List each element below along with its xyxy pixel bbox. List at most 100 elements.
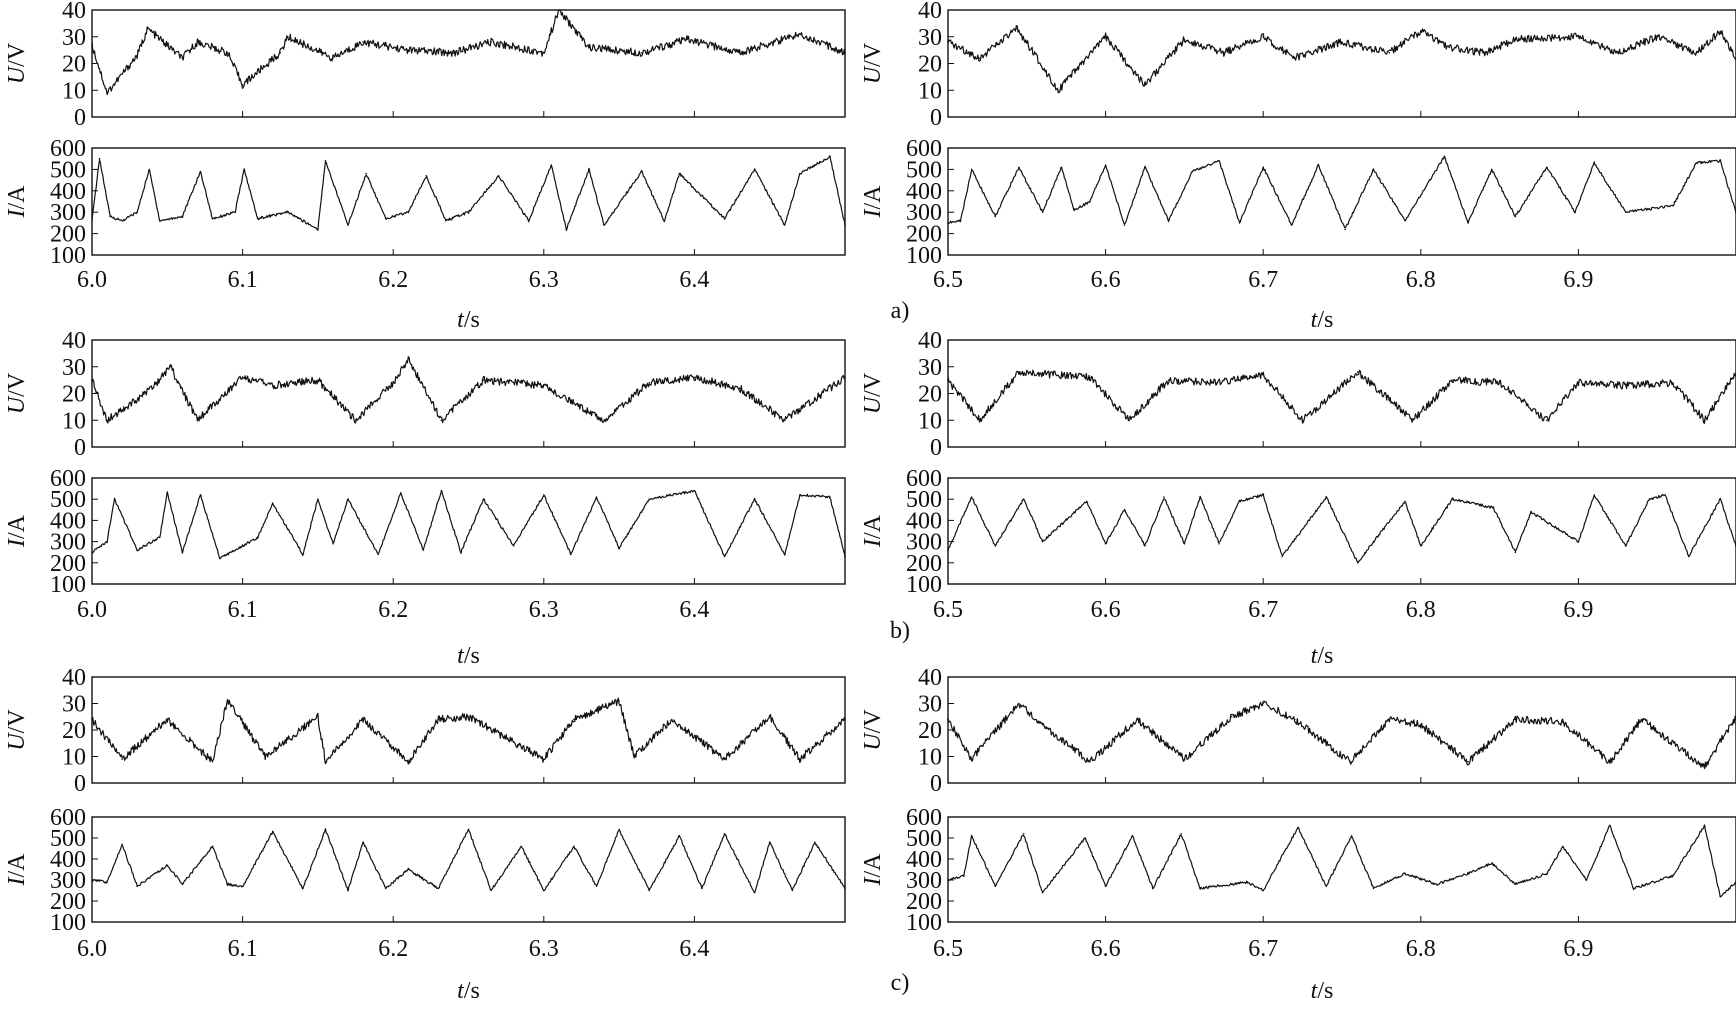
y-tick-label: 200 [50, 222, 86, 248]
data-point-current-row3-right [1490, 862, 1493, 864]
data-point-voltage-row3-left [264, 755, 266, 758]
y-tick-label: 20 [918, 382, 942, 408]
y-tick-label: 200 [906, 222, 942, 248]
x-tick-label-row3-left: 6.4 [679, 936, 709, 962]
data-point-current-row1-left [365, 172, 367, 175]
data-point-current-row2-right [1022, 498, 1025, 501]
data-point-current-row2-right [1719, 498, 1722, 501]
data-point-current-row3-left [121, 843, 123, 846]
data-point-current-row1-left [181, 215, 184, 218]
data-point-current-row1-left [603, 224, 605, 226]
data-point-voltage-row2-left [169, 365, 172, 368]
data-point-current-row2-left [91, 551, 93, 553]
data-point-voltage-row3-left [799, 758, 801, 760]
data-point-current-row2-right [1404, 500, 1406, 503]
data-point-voltage-row2-right [1672, 382, 1674, 384]
data-point-current-row3-left [844, 887, 846, 890]
data-point-current-row1-right [1624, 211, 1627, 213]
data-point-current-row3-right [1585, 879, 1588, 881]
x-tick-label-row1-right: 6.7 [1248, 267, 1278, 293]
data-point-voltage-row3-right [1041, 723, 1044, 726]
data-point-current-row1-right [1104, 164, 1107, 166]
y-tick-label: 400 [50, 847, 86, 873]
data-point-current-row2-right [1183, 542, 1186, 545]
data-point-current-row1-right [1372, 168, 1375, 171]
data-point-current-row1-right [1191, 170, 1194, 173]
data-point-voltage-row2-right [1412, 419, 1414, 422]
data-point-current-row3-right [1632, 887, 1635, 890]
data-point-voltage-row1-right [1617, 52, 1619, 54]
data-point-voltage-row1-right [1104, 35, 1107, 38]
x-tick-label-row2-right: 6.9 [1563, 597, 1593, 623]
data-point-current-row1-right [1467, 222, 1469, 224]
data-point-current-row1-right [1344, 228, 1346, 231]
data-point-current-row3-right [1561, 845, 1564, 848]
y-axis-label: I/A [860, 185, 886, 219]
data-point-current-row1-right [994, 215, 997, 218]
data-point-current-row1-right [1574, 211, 1577, 213]
y-axis-label-symbol: I [860, 209, 886, 219]
data-point-voltage-row1-left [241, 84, 244, 86]
data-point-voltage-row3-right [1467, 761, 1469, 763]
data-point-current-row3-left [595, 885, 598, 888]
data-point-voltage-row2-right [1215, 382, 1217, 384]
data-point-voltage-row2-left [603, 419, 605, 422]
data-point-voltage-row1-left [362, 41, 364, 43]
data-point-current-row1-left [211, 217, 214, 220]
series-line-voltage-row1-right [947, 25, 1736, 94]
x-tick-label-row2-right: 6.5 [933, 597, 963, 623]
data-point-current-row1-right [1719, 160, 1722, 162]
y-tick-label: 300 [50, 868, 86, 894]
data-point-voltage-row3-right [1640, 718, 1643, 721]
data-point-current-row2-right [1372, 540, 1375, 543]
data-point-current-row2-left [302, 553, 304, 556]
data-point-current-row3-left [753, 891, 756, 894]
data-point-voltage-row1-left [136, 54, 138, 57]
y-axis-label: I/A [4, 185, 30, 219]
data-point-current-row3-right [1404, 872, 1406, 875]
data-point-voltage-row1-left [226, 52, 229, 54]
data-point-current-row2-left [460, 551, 462, 553]
y-tick-label: 500 [906, 826, 942, 852]
x-tick-label-row3-right: 6.6 [1091, 936, 1121, 962]
data-point-voltage-row1-right [1057, 89, 1060, 92]
data-point-current-row3-left [136, 885, 138, 888]
data-point-current-row3-left [678, 835, 681, 837]
data-point-current-row1-left [663, 219, 666, 222]
y-tick-label: 200 [50, 551, 86, 577]
data-point-current-row2-left [219, 557, 221, 560]
x-tick-label-row1-left: 6.3 [529, 267, 559, 293]
data-point-current-row1-left [148, 168, 151, 171]
data-point-current-row1-left [844, 224, 846, 226]
data-point-current-row3-right [1131, 835, 1134, 837]
data-point-current-row2-left [422, 549, 425, 551]
data-point-current-row2-left [512, 545, 515, 547]
data-point-current-row1-right [1443, 155, 1446, 158]
data-point-current-row1-left [256, 217, 259, 220]
data-point-voltage-row1-left [106, 92, 108, 94]
data-point-current-row3-right [970, 835, 973, 837]
y-tick-label: 30 [62, 692, 86, 718]
y-axis-label-symbol: U [4, 732, 30, 751]
data-point-current-row1-right [1514, 215, 1517, 218]
y-tick-label: 20 [62, 382, 86, 408]
axes-frame [947, 9, 1736, 118]
data-point-voltage-row2-right [978, 419, 981, 422]
x-axis-label-row1-left: t/s [457, 307, 480, 333]
data-point-current-row2-right [947, 549, 949, 551]
axes-frame [91, 816, 846, 923]
data-point-current-row1-left [109, 215, 111, 218]
data-point-current-row1-right [1546, 166, 1548, 169]
data-point-current-row2-left [166, 492, 169, 494]
data-point-current-row1-right [1290, 224, 1293, 226]
y-tick-label: 40 [918, 0, 942, 24]
y-axis-label: I/A [860, 514, 886, 548]
data-point-current-row3-left [302, 887, 304, 890]
x-axis-label-unit: /s [1317, 307, 1333, 333]
x-tick-label-row3-right: 6.5 [933, 936, 963, 962]
